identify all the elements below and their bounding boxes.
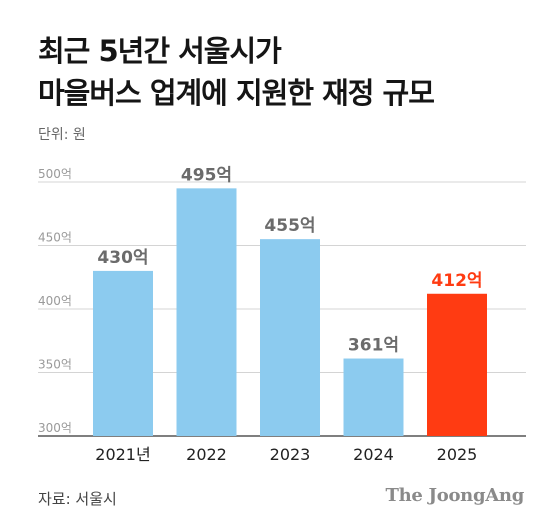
- source-label: 자료: 서울시: [38, 490, 117, 508]
- y-tick-label: 400억: [38, 294, 72, 308]
- x-tick-label: 2025: [437, 445, 478, 464]
- data-label: 495억: [181, 165, 232, 185]
- chart-title-line2: 마을버스 업계에 지원한 재정 규모: [38, 76, 435, 110]
- bar: [260, 239, 320, 436]
- x-tick-label: 2022: [186, 445, 227, 464]
- x-tick-label: 2021년: [95, 445, 150, 464]
- chart-title-line1: 최근 5년간 서울시가: [38, 34, 282, 68]
- y-tick-label: 350억: [38, 358, 72, 372]
- bar: [93, 270, 153, 436]
- data-label: 430억: [97, 248, 148, 268]
- y-tick-label: 500억: [38, 167, 72, 181]
- data-label: 455억: [264, 216, 315, 236]
- y-tick-label: 300억: [38, 421, 72, 435]
- data-label: 361억: [348, 336, 399, 356]
- brand-logo: The JoongAng: [385, 485, 525, 506]
- bar: [176, 188, 237, 436]
- y-tick-label: 450억: [38, 231, 72, 245]
- x-tick-label: 2024: [353, 445, 394, 464]
- bar: [343, 358, 404, 436]
- unit-label: 단위: 원: [38, 127, 86, 143]
- x-tick-label: 2023: [270, 445, 311, 464]
- bar: [427, 293, 487, 436]
- chart-title: 최근 5년간 서울시가 마을버스 업계에 지원한 재정 규모: [38, 30, 435, 114]
- data-label: 412억: [431, 271, 482, 291]
